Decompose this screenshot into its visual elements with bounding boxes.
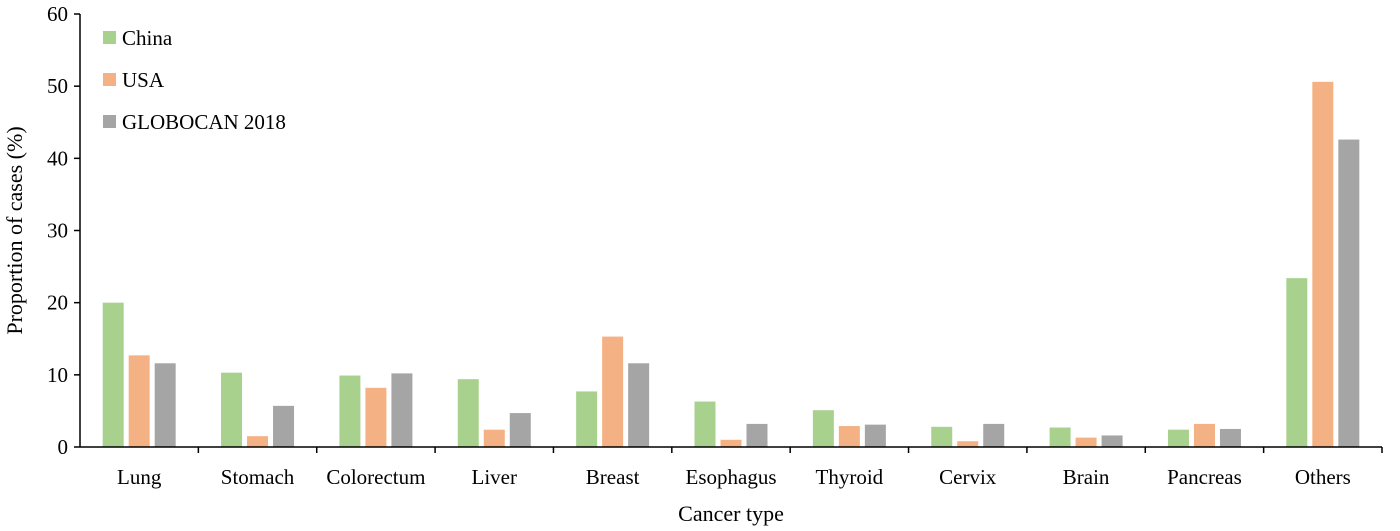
- category-label-others: Others: [1295, 465, 1351, 489]
- y-tick-label: 0: [58, 435, 69, 459]
- bar-globocan-2018-others: [1338, 139, 1360, 447]
- y-tick-label: 30: [47, 219, 68, 243]
- bar-usa-stomach: [247, 436, 269, 447]
- bar-globocan-2018-lung: [154, 363, 176, 447]
- bar-usa-pancreas: [1193, 423, 1215, 447]
- category-label-esophagus: Esophagus: [686, 465, 777, 489]
- legend: China USA GLOBOCAN 2018: [103, 26, 286, 134]
- bar-china-stomach: [221, 372, 243, 447]
- bar-globocan-2018-cervix: [983, 423, 1005, 447]
- bar-globocan-2018-pancreas: [1219, 428, 1241, 447]
- bar-usa-colorectum: [365, 387, 387, 447]
- legend-swatch-china: [103, 31, 116, 44]
- legend-swatch-globocan-2018: [103, 115, 116, 128]
- bar-globocan-2018-colorectum: [391, 373, 413, 447]
- y-axis-ticks: 0 10 20 30 40 50 60: [47, 2, 80, 459]
- category-label-pancreas: Pancreas: [1167, 465, 1242, 489]
- category-label-stomach: Stomach: [221, 465, 295, 489]
- legend-label: GLOBOCAN 2018: [122, 110, 286, 134]
- bar-globocan-2018-breast: [628, 363, 650, 447]
- legend-label: USA: [122, 68, 165, 92]
- bar-globocan-2018-stomach: [273, 405, 295, 447]
- bar-usa-esophagus: [720, 439, 742, 447]
- bar-usa-breast: [602, 336, 624, 447]
- y-tick-label: 50: [47, 74, 68, 98]
- bar-globocan-2018-thyroid: [864, 424, 886, 447]
- category-label-breast: Breast: [586, 465, 640, 489]
- x-axis-title: Cancer type: [678, 501, 784, 526]
- y-axis-title: Proportion of cases (%): [2, 126, 27, 334]
- bars: [102, 81, 1360, 447]
- bar-china-brain: [1049, 427, 1071, 447]
- category-label-colorectum: Colorectum: [326, 465, 425, 489]
- y-tick-label: 60: [47, 2, 68, 26]
- category-label-cervix: Cervix: [939, 465, 997, 489]
- bar-china-breast: [576, 391, 598, 447]
- bar-china-esophagus: [694, 401, 716, 447]
- bar-china-others: [1286, 278, 1308, 447]
- bar-globocan-2018-brain: [1101, 435, 1123, 447]
- bar-usa-others: [1312, 81, 1334, 447]
- bar-china-colorectum: [339, 375, 361, 447]
- category-label-brain: Brain: [1063, 465, 1110, 489]
- bar-usa-brain: [1075, 437, 1097, 447]
- bar-globocan-2018-esophagus: [746, 423, 768, 447]
- bar-globocan-2018-liver: [509, 413, 531, 447]
- y-tick-label: 10: [47, 363, 68, 387]
- legend-swatch-usa: [103, 73, 116, 86]
- bar-china-liver: [457, 379, 479, 447]
- bar-usa-thyroid: [838, 426, 860, 447]
- bar-china-cervix: [931, 426, 953, 447]
- y-tick-label: 40: [47, 146, 68, 170]
- category-label-lung: Lung: [117, 465, 162, 489]
- bar-china-pancreas: [1167, 429, 1189, 447]
- category-label-liver: Liver: [472, 465, 517, 489]
- bar-china-thyroid: [812, 410, 834, 447]
- x-axis-ticks: [197, 447, 1383, 453]
- bar-usa-cervix: [957, 441, 979, 447]
- bar-usa-liver: [483, 429, 505, 447]
- y-tick-label: 20: [47, 291, 68, 315]
- legend-label: China: [122, 26, 173, 50]
- bar-usa-lung: [128, 355, 150, 447]
- category-label-thyroid: Thyroid: [816, 465, 884, 489]
- category-labels: Lung Stomach Colorectum Liver Breast Esophagu…: [117, 465, 1351, 489]
- bar-china-lung: [102, 302, 124, 447]
